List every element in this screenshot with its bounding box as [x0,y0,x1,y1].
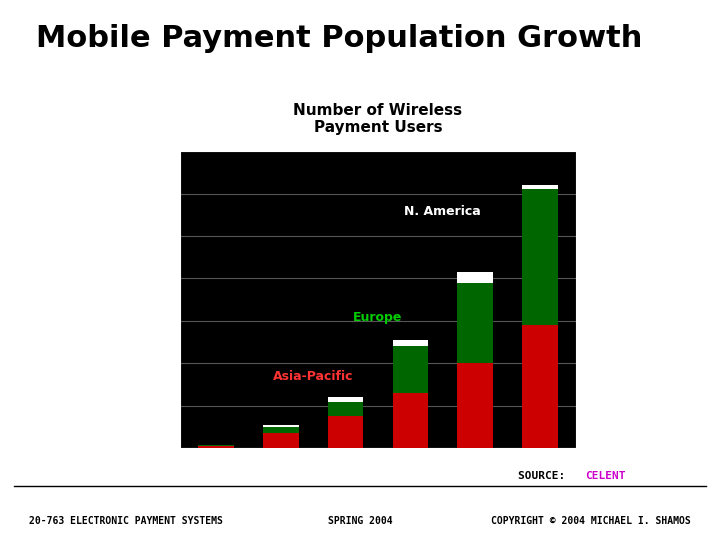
Bar [328,402,364,416]
Y-axis label: Users (millions): Users (millions) [136,251,149,348]
Bar [198,446,234,448]
Bar [263,433,299,448]
Bar [263,427,299,433]
Text: SOURCE:: SOURCE: [518,471,572,481]
Bar [457,363,493,448]
Bar [522,185,558,190]
Bar [392,393,428,448]
Bar [263,425,299,427]
Bar [392,340,428,346]
Text: Number of Wireless
Payment Users: Number of Wireless Payment Users [294,103,462,135]
Bar [198,445,234,446]
Bar [522,190,558,325]
Bar [457,283,493,363]
Text: Europe: Europe [354,311,402,324]
Text: COPYRIGHT © 2004 MICHAEL I. SHAMOS: COPYRIGHT © 2004 MICHAEL I. SHAMOS [492,516,691,526]
Bar [328,416,364,448]
Text: Mobile Payment Population Growth: Mobile Payment Population Growth [36,24,642,53]
Bar [457,272,493,283]
Bar [328,397,364,402]
Text: CELENT: CELENT [585,471,625,481]
Bar [392,346,428,393]
Bar [522,325,558,448]
Text: N. America: N. America [405,205,481,218]
Text: 20-763 ELECTRONIC PAYMENT SYSTEMS: 20-763 ELECTRONIC PAYMENT SYSTEMS [29,516,222,526]
Text: SPRING 2004: SPRING 2004 [328,516,392,526]
Text: Asia-Pacific: Asia-Pacific [273,370,354,383]
